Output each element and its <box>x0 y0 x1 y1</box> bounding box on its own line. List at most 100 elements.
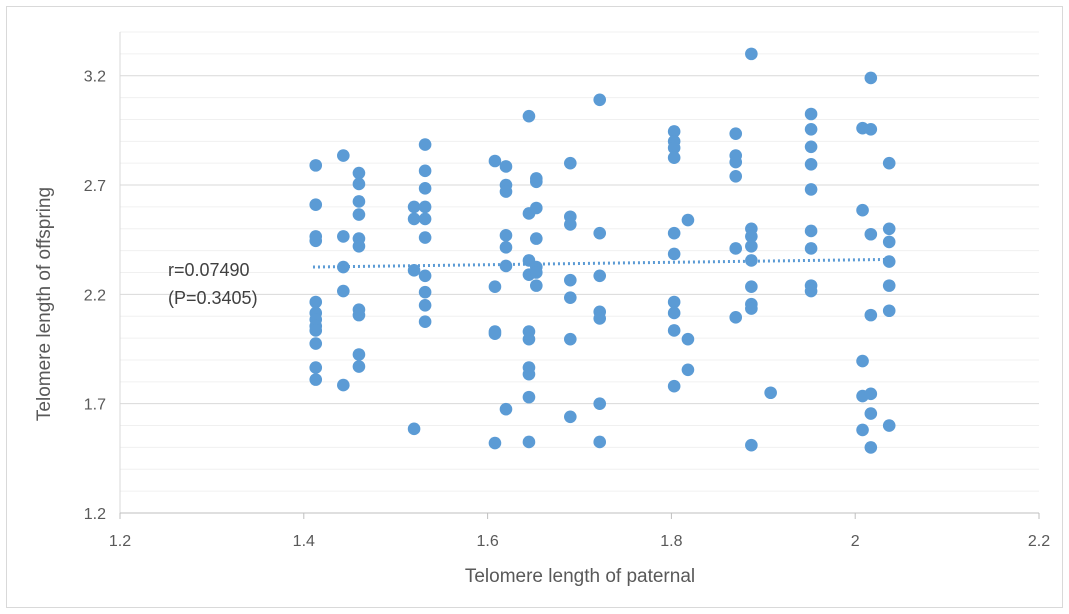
data-point <box>667 324 681 337</box>
data-point <box>418 212 432 226</box>
x-tick-label: 1.2 <box>109 533 131 550</box>
data-point <box>745 254 758 267</box>
x-tick-label: 1.4 <box>293 533 315 550</box>
data-point <box>856 423 869 437</box>
gridlines <box>120 31 1039 492</box>
data-point <box>745 280 758 294</box>
data-point <box>522 435 536 449</box>
data-point <box>593 312 607 325</box>
data-point <box>593 435 607 449</box>
data-point <box>864 441 878 454</box>
x-tick-label: 1.6 <box>476 533 498 550</box>
data-point <box>352 360 366 373</box>
y-tick-label: 2.7 <box>84 178 106 195</box>
data-point <box>745 302 758 315</box>
data-point <box>667 226 681 240</box>
data-point <box>864 227 878 241</box>
data-point <box>882 222 896 236</box>
data-point <box>882 304 896 318</box>
data-point <box>337 378 350 392</box>
data-point <box>407 212 421 226</box>
data-point <box>488 327 502 341</box>
data-point <box>745 230 758 243</box>
data-point <box>418 269 432 283</box>
trendline <box>312 257 892 269</box>
data-point <box>804 183 818 196</box>
data-point <box>593 226 607 240</box>
data-point <box>856 354 869 368</box>
data-point <box>499 160 513 173</box>
data-point <box>309 324 323 337</box>
data-point <box>864 387 878 401</box>
data-point <box>856 203 869 217</box>
data-point <box>309 234 323 248</box>
data-point <box>667 125 681 138</box>
data-points <box>309 47 896 454</box>
data-point <box>407 264 421 277</box>
data-point <box>729 242 743 255</box>
data-point <box>564 273 577 287</box>
data-point <box>488 436 502 450</box>
data-point <box>804 157 818 171</box>
data-point <box>804 122 818 136</box>
data-point <box>337 230 350 243</box>
data-point <box>593 93 607 107</box>
data-point <box>681 213 695 227</box>
annotation-p: (P=0.3405) <box>168 288 258 308</box>
data-point <box>418 200 432 214</box>
data-point <box>681 363 695 377</box>
data-point <box>729 170 743 183</box>
data-point <box>309 361 323 374</box>
data-point <box>309 295 323 309</box>
data-point <box>499 185 513 198</box>
data-point <box>530 279 543 292</box>
annotation-r: r=0.07490 <box>168 260 250 280</box>
data-point <box>667 379 681 393</box>
data-point <box>337 284 350 298</box>
data-point <box>804 284 818 298</box>
data-point <box>804 242 818 255</box>
x-tick-label: 1.8 <box>660 533 682 550</box>
data-point <box>564 291 577 304</box>
data-point <box>418 182 432 195</box>
data-point <box>667 151 681 165</box>
data-point <box>418 231 432 244</box>
data-point <box>864 122 878 136</box>
data-point <box>882 279 896 292</box>
data-point <box>667 247 681 261</box>
data-point <box>564 218 577 231</box>
data-point <box>309 198 323 212</box>
data-point <box>352 348 366 361</box>
data-point <box>352 177 366 191</box>
data-point <box>864 308 878 322</box>
data-point <box>804 140 818 154</box>
data-point <box>530 201 543 215</box>
data-point <box>864 71 878 85</box>
data-point <box>352 166 366 180</box>
y-tick-label: 1.2 <box>84 506 106 523</box>
data-point <box>745 239 758 253</box>
data-point <box>530 266 543 279</box>
data-point <box>418 285 432 299</box>
data-point <box>407 200 421 214</box>
y-tick-label: 2.2 <box>84 287 106 304</box>
data-point <box>593 269 607 283</box>
data-point <box>352 195 366 208</box>
data-point <box>564 156 577 170</box>
data-point <box>488 280 502 294</box>
data-point <box>864 407 878 420</box>
data-point <box>522 332 536 346</box>
data-point <box>729 311 743 324</box>
y-tick-label: 1.7 <box>84 397 106 414</box>
data-point <box>352 208 366 221</box>
x-tick-label: 2.2 <box>1028 533 1050 550</box>
data-point <box>681 332 695 346</box>
data-point <box>499 259 513 273</box>
data-point <box>337 149 350 162</box>
data-point <box>522 367 536 381</box>
data-point <box>729 155 743 169</box>
data-point <box>522 390 536 404</box>
data-point <box>882 235 896 249</box>
data-point <box>667 141 681 155</box>
data-point <box>745 47 758 61</box>
